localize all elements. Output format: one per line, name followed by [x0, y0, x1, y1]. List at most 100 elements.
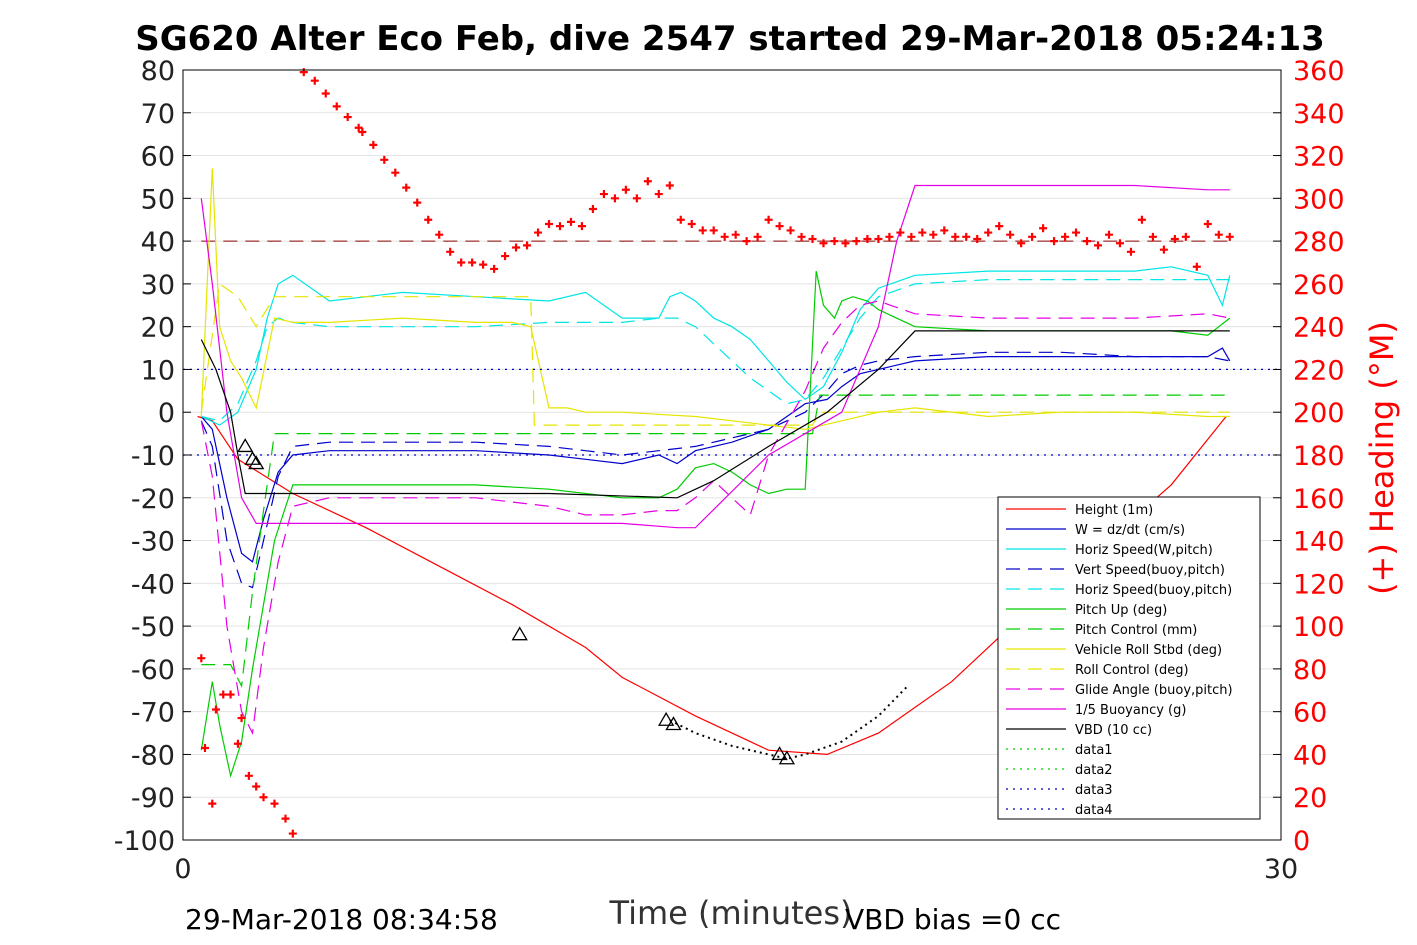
heading-point	[841, 239, 850, 248]
heading-point	[1072, 228, 1081, 237]
series-horiz-speed-buoy-pitch	[201, 279, 1230, 422]
series-vehicle-roll-stbd-deg	[200, 168, 1230, 430]
heading-point	[1017, 239, 1026, 248]
series-1-5-buoyancy-g	[200, 184, 1230, 529]
heading-point	[819, 239, 828, 248]
heading-points	[197, 68, 1234, 838]
triangle-markers	[237, 438, 796, 765]
series-w-dz-dt-cm-s	[200, 347, 1231, 563]
footer-timestamp: 29-Mar-2018 08:34:58	[185, 903, 498, 936]
y-right-tick-label: 280	[1293, 227, 1345, 258]
heading-point	[830, 237, 839, 246]
y-tick-label: -100	[114, 826, 175, 857]
heading-point	[259, 793, 268, 802]
heading-point	[211, 705, 220, 714]
right-axis-label: (+) Heading (°M)	[1363, 321, 1401, 595]
x-axis-ticks: 0 30	[174, 832, 1298, 885]
heading-point	[555, 222, 564, 231]
heading-point	[1061, 232, 1070, 241]
y-tick-label: 60	[141, 142, 175, 173]
heading-point	[380, 155, 389, 164]
y-right-tick-label: 320	[1293, 142, 1345, 173]
heading-point	[1115, 239, 1124, 248]
legend-label: VBD (10 cc)	[1075, 723, 1152, 738]
heading-point	[413, 198, 422, 207]
chart-title: SG620 Alter Eco Feb, dive 2547 started 2…	[135, 19, 1325, 59]
y-right-tick-label: 200	[1293, 398, 1345, 429]
y-right-tick-label: 220	[1293, 355, 1345, 386]
y-right-tick-label: 180	[1293, 441, 1345, 472]
heading-point	[226, 690, 235, 699]
heading-point	[321, 89, 330, 98]
legend-label: Height (1m)	[1075, 503, 1153, 518]
heading-point	[1170, 234, 1179, 243]
heading-point	[709, 226, 718, 235]
y-right-tick-label: 60	[1293, 698, 1327, 729]
heading-point	[479, 260, 488, 269]
y-right-tick-label: 240	[1293, 313, 1345, 344]
heading-point	[995, 222, 1004, 231]
series-dotted-overlay	[669, 685, 909, 760]
heading-point	[929, 230, 938, 239]
heading-point	[632, 194, 641, 203]
heading-point	[1083, 237, 1092, 246]
heading-point	[665, 181, 674, 190]
heading-point	[687, 220, 696, 228]
heading-point	[545, 220, 553, 228]
y-tick-label: 70	[141, 99, 175, 130]
y-tick-label: 50	[141, 184, 175, 215]
heading-point	[1192, 262, 1201, 271]
heading-point	[885, 232, 894, 241]
legend-label: Vert Speed(buoy,pitch)	[1075, 563, 1225, 578]
x-tick-label: 30	[1264, 854, 1298, 885]
series-pitch-control-mm	[201, 394, 1230, 689]
y-tick-label: -80	[131, 740, 175, 771]
heading-point	[654, 190, 663, 199]
y-right-tick-label: 120	[1293, 569, 1345, 600]
heading-point	[270, 799, 279, 808]
heading-point	[676, 215, 685, 224]
heading-point	[1028, 232, 1037, 241]
heading-point	[197, 654, 206, 663]
y-right-tick-label: 100	[1293, 612, 1345, 643]
heading-point	[1181, 232, 1190, 241]
legend-label: data3	[1075, 783, 1113, 798]
y-right-tick-label: 360	[1293, 56, 1345, 87]
heading-point	[1104, 230, 1113, 239]
triangle-marker	[248, 455, 265, 470]
legend: Height (1m) W = dz/dt (cm/s) Horiz Speed(W…	[997, 496, 1261, 820]
y-right-tick-label: 80	[1293, 655, 1327, 686]
heading-point	[621, 185, 630, 194]
triangle-marker	[657, 711, 675, 726]
y-tick-label: 30	[141, 270, 175, 301]
heading-point	[951, 232, 960, 241]
heading-point	[753, 232, 762, 241]
x-tick-label: 0	[174, 854, 191, 885]
heading-point	[435, 230, 444, 239]
heading-point	[940, 226, 949, 235]
heading-point	[599, 190, 608, 199]
heading-point	[523, 241, 532, 250]
y-tick-label: -70	[131, 698, 175, 729]
heading-point	[643, 177, 652, 186]
y-right-tick-label: 40	[1293, 740, 1327, 771]
heading-point	[1126, 247, 1135, 256]
y-tick-label: 40	[141, 227, 175, 258]
series-roll-control-deg	[200, 282, 1230, 426]
y-right-tick-label: 300	[1293, 184, 1345, 215]
heading-point	[281, 814, 290, 823]
heading-point	[402, 183, 411, 192]
heading-point	[237, 714, 246, 723]
heading-point	[1137, 215, 1146, 224]
heading-point	[984, 228, 993, 237]
y-tick-label: -30	[131, 527, 175, 558]
triangle-marker	[771, 746, 788, 761]
heading-point	[742, 237, 751, 246]
y-right-tick-label: 260	[1293, 270, 1345, 301]
heading-point	[468, 258, 477, 267]
heading-point	[244, 771, 253, 780]
y-tick-label: -20	[131, 484, 175, 515]
legend-label: data1	[1075, 743, 1113, 758]
heading-point	[764, 215, 773, 224]
